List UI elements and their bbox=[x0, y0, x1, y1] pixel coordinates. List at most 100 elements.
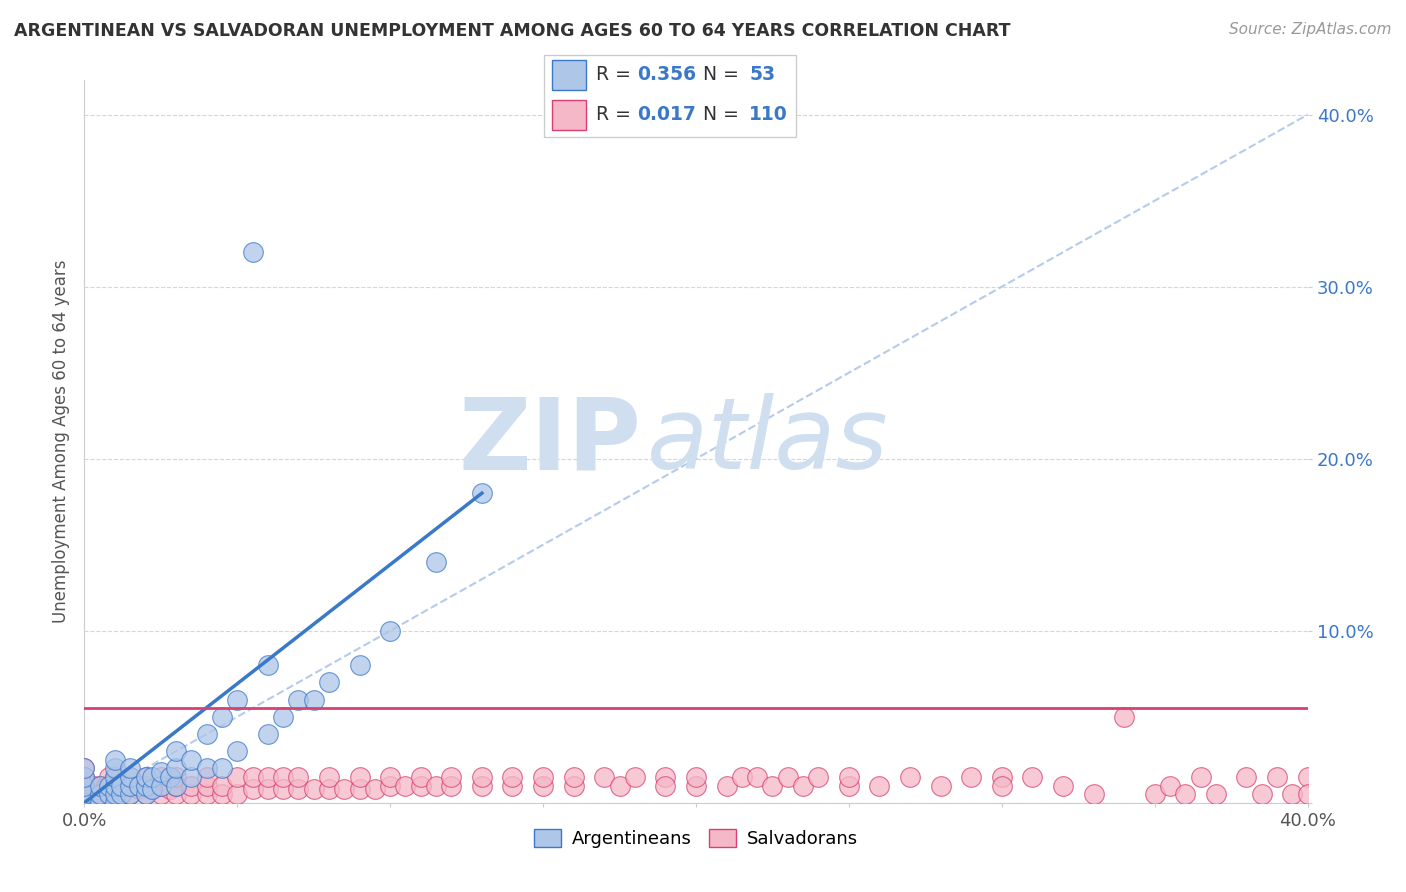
Point bbox=[380, 779, 402, 793]
Point bbox=[226, 692, 249, 706]
Point bbox=[128, 782, 150, 797]
Point bbox=[104, 779, 127, 793]
Point bbox=[593, 770, 616, 784]
Point bbox=[120, 787, 142, 801]
Point bbox=[761, 779, 783, 793]
Point bbox=[898, 770, 921, 784]
Point bbox=[502, 770, 524, 784]
Point bbox=[73, 787, 96, 801]
Point bbox=[141, 770, 163, 784]
Point bbox=[271, 770, 294, 784]
Point bbox=[149, 787, 172, 801]
Point bbox=[97, 770, 120, 784]
Point bbox=[135, 787, 157, 801]
Point bbox=[654, 779, 676, 793]
Point bbox=[149, 764, 172, 779]
Point bbox=[165, 779, 187, 793]
Point bbox=[271, 782, 294, 797]
Point bbox=[349, 782, 371, 797]
Point bbox=[180, 770, 202, 784]
Point bbox=[165, 761, 187, 775]
Point bbox=[110, 779, 132, 793]
Point bbox=[302, 782, 325, 797]
Text: ZIP: ZIP bbox=[458, 393, 641, 490]
Point bbox=[838, 779, 860, 793]
Point bbox=[440, 770, 463, 784]
Point bbox=[531, 779, 554, 793]
Point bbox=[97, 779, 120, 793]
Point bbox=[271, 710, 294, 724]
Point bbox=[104, 787, 127, 801]
Point bbox=[380, 770, 402, 784]
Point bbox=[685, 779, 707, 793]
Point bbox=[135, 779, 157, 793]
Point bbox=[165, 779, 187, 793]
Point bbox=[120, 779, 142, 793]
Point bbox=[128, 779, 150, 793]
Point bbox=[73, 761, 96, 775]
Point bbox=[89, 787, 111, 801]
Point bbox=[531, 770, 554, 784]
Text: R =: R = bbox=[596, 105, 637, 125]
Point bbox=[1174, 787, 1197, 801]
Point bbox=[1281, 787, 1303, 801]
Point bbox=[195, 761, 218, 775]
Point bbox=[73, 779, 96, 793]
Text: 0.017: 0.017 bbox=[637, 105, 696, 125]
Point bbox=[73, 796, 96, 810]
Point bbox=[120, 779, 142, 793]
Point bbox=[104, 770, 127, 784]
Point bbox=[349, 658, 371, 673]
FancyBboxPatch shape bbox=[544, 55, 796, 136]
Point bbox=[1021, 770, 1043, 784]
Point bbox=[94, 779, 117, 793]
Point bbox=[685, 770, 707, 784]
Point bbox=[318, 770, 340, 784]
Point bbox=[242, 245, 264, 260]
Point bbox=[135, 770, 157, 784]
Point bbox=[73, 779, 96, 793]
Point bbox=[195, 727, 218, 741]
Point bbox=[135, 787, 157, 801]
Text: R =: R = bbox=[596, 65, 637, 84]
Point bbox=[991, 779, 1014, 793]
Point bbox=[89, 779, 111, 793]
Point bbox=[89, 779, 111, 793]
Point bbox=[776, 770, 799, 784]
Point bbox=[991, 770, 1014, 784]
Y-axis label: Unemployment Among Ages 60 to 64 years: Unemployment Among Ages 60 to 64 years bbox=[52, 260, 70, 624]
Point bbox=[1296, 770, 1319, 784]
Point bbox=[104, 753, 127, 767]
Text: N =: N = bbox=[703, 65, 744, 84]
Point bbox=[869, 779, 891, 793]
Point bbox=[73, 787, 96, 801]
Point bbox=[562, 770, 585, 784]
Point bbox=[1052, 779, 1074, 793]
Point bbox=[929, 779, 952, 793]
Point bbox=[149, 779, 172, 793]
Point bbox=[1189, 770, 1212, 784]
Point bbox=[141, 782, 163, 797]
Point bbox=[425, 555, 447, 569]
Point bbox=[960, 770, 983, 784]
Bar bbox=[551, 61, 585, 90]
Point bbox=[180, 787, 202, 801]
Point bbox=[333, 782, 356, 797]
Point bbox=[838, 770, 860, 784]
Point bbox=[73, 796, 96, 810]
Point bbox=[211, 787, 233, 801]
Point bbox=[409, 770, 432, 784]
Text: 53: 53 bbox=[749, 65, 776, 84]
Point bbox=[110, 787, 132, 801]
Text: ARGENTINEAN VS SALVADORAN UNEMPLOYMENT AMONG AGES 60 TO 64 YEARS CORRELATION CHA: ARGENTINEAN VS SALVADORAN UNEMPLOYMENT A… bbox=[14, 22, 1011, 40]
Point bbox=[149, 770, 172, 784]
Point bbox=[1083, 787, 1105, 801]
Point bbox=[73, 761, 96, 775]
Point bbox=[287, 782, 309, 797]
Point bbox=[159, 782, 181, 797]
Point bbox=[104, 796, 127, 810]
Text: N =: N = bbox=[703, 105, 744, 125]
Point bbox=[135, 779, 157, 793]
Bar bbox=[551, 100, 585, 130]
Legend: Argentineans, Salvadorans: Argentineans, Salvadorans bbox=[526, 822, 866, 855]
